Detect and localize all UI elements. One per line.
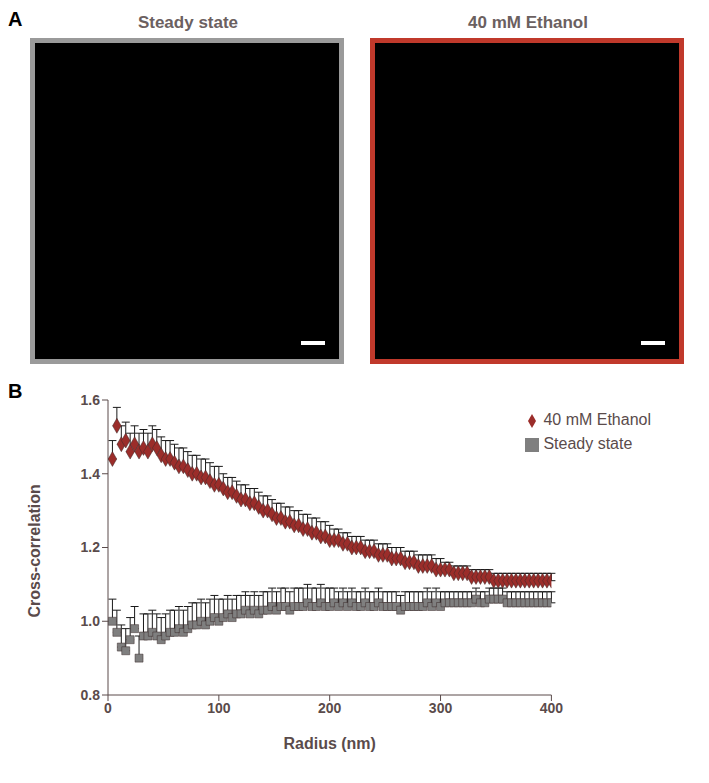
svg-text:0.8: 0.8: [81, 687, 101, 703]
svg-text:Cross-correlation: Cross-correlation: [26, 484, 43, 617]
html-text:Steady state: Steady state: [543, 435, 633, 452]
svg-text:1.2: 1.2: [81, 539, 101, 555]
svg-text:100: 100: [207, 700, 231, 716]
svg-text:Radius (nm): Radius (nm): [283, 735, 375, 752]
html-text:40 mM Ethanol: 40 mM Ethanol: [543, 411, 651, 428]
html-text:B: B: [8, 380, 23, 402]
svg-text:200: 200: [318, 700, 342, 716]
svg-text:0: 0: [104, 700, 112, 716]
html-text:40 mM Ethanol: 40 mM Ethanol: [468, 13, 588, 32]
svg-text:300: 300: [429, 700, 453, 716]
svg-text:1.4: 1.4: [81, 466, 101, 482]
svg-text:1.6: 1.6: [81, 392, 101, 408]
html-text:Steady state: Steady state: [137, 13, 239, 32]
html-text:A: A: [8, 8, 23, 30]
svg-text:400: 400: [540, 700, 564, 716]
svg-text:1.0: 1.0: [81, 613, 101, 629]
